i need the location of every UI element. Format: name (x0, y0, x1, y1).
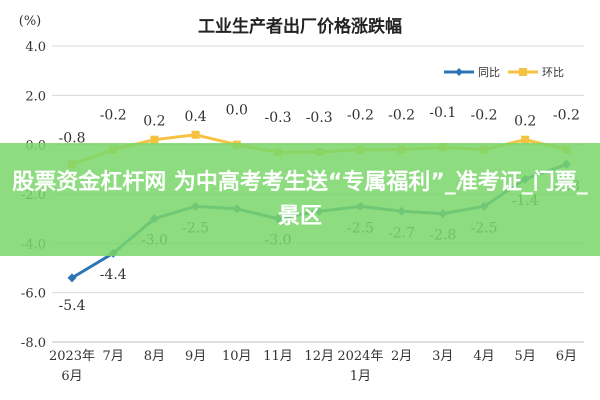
data-label: -0.1 (429, 105, 456, 121)
legend: 同比 环比 (444, 66, 564, 79)
data-label: -0.2 (471, 108, 498, 124)
data-label: -4.4 (100, 267, 127, 283)
chart-title: 工业生产者出厂价格涨跌幅 (198, 16, 402, 37)
data-label: -0.8 (59, 130, 86, 146)
banner-text[interactable]: 股票资金杠杆网 为中高考考生送“专属福利”_准考证_门票_景区 (12, 169, 588, 229)
data-label: -0.2 (347, 108, 374, 124)
x-tick-label: 6月 (556, 349, 577, 364)
data-label: -5.4 (59, 298, 86, 314)
data-label: 0.2 (514, 114, 536, 130)
series-point (521, 135, 530, 144)
series-point (150, 135, 159, 144)
legend-label-yoy: 同比 (478, 66, 500, 79)
x-tick-label: 7月 (103, 349, 124, 364)
x-tick-label: 11月 (263, 349, 293, 364)
x-tick-label: 8月 (144, 349, 165, 364)
y-tick-label: 4.0 (25, 40, 46, 55)
x-tick-label: 9月 (185, 349, 206, 364)
overlay-banner[interactable]: 股票资金杠杆网 为中高考考生送“专属福利”_准考证_门票_景区 (0, 143, 600, 256)
data-label: 0.2 (143, 114, 165, 130)
legend-label-mom: 环比 (542, 66, 564, 79)
data-label: -0.2 (553, 108, 580, 124)
data-label: 0.4 (184, 109, 206, 125)
y-unit-label: (%) (19, 14, 42, 29)
legend-marker-yoy (455, 68, 463, 76)
data-label: 0.0 (226, 103, 248, 119)
x-tick-label: 2024年 1月 (337, 349, 383, 384)
x-tick-label: 2月 (391, 349, 412, 364)
series-point (191, 130, 200, 139)
y-tick-label: -6.0 (21, 287, 46, 302)
data-label: -0.2 (388, 108, 415, 124)
data-label: -0.3 (265, 110, 292, 126)
x-tick-label: 5月 (515, 349, 536, 364)
x-tick-label: 3月 (432, 349, 453, 364)
y-tick-label: 2.0 (25, 89, 46, 104)
series-point (67, 273, 77, 283)
data-label: -0.2 (100, 108, 127, 124)
x-tick-label: 4月 (473, 349, 494, 364)
data-label: -0.3 (306, 110, 333, 126)
y-tick-label: -8.0 (21, 336, 46, 351)
legend-marker-mom (519, 68, 527, 76)
x-tick-label: 10月 (222, 349, 252, 364)
x-tick-label: 2023年 6月 (49, 349, 95, 384)
x-tick-label: 12月 (304, 349, 334, 364)
